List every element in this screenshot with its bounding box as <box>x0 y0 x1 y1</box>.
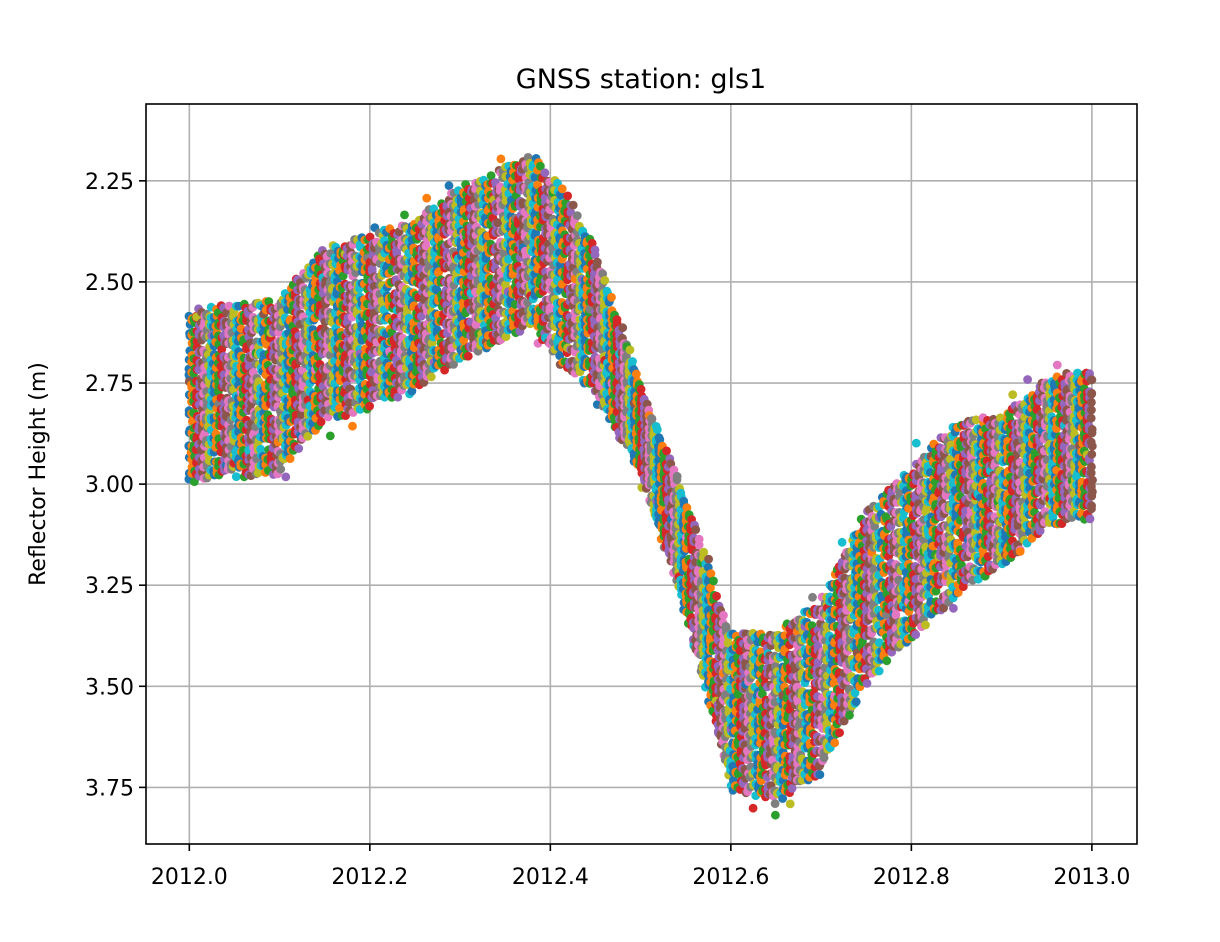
data-point <box>471 320 481 330</box>
data-point <box>231 472 241 481</box>
data-point <box>400 210 409 220</box>
data-point <box>276 464 286 474</box>
data-point <box>393 392 403 402</box>
data-point <box>345 398 354 408</box>
data-point <box>778 794 787 803</box>
data-point <box>294 444 304 453</box>
data-point <box>486 171 496 181</box>
data-point <box>365 401 374 411</box>
data-point <box>771 810 780 820</box>
data-point <box>572 211 582 221</box>
data-point <box>618 323 628 333</box>
data-point <box>540 168 550 178</box>
data-point <box>365 232 375 242</box>
data-point <box>770 799 780 808</box>
data-point <box>694 540 704 550</box>
data-point <box>748 803 758 813</box>
data-point <box>367 367 376 377</box>
data-point <box>367 264 377 274</box>
chart-title: GNSS station: gls1 <box>516 64 766 95</box>
data-point <box>600 276 610 285</box>
data-point <box>444 181 454 191</box>
data-point <box>440 365 449 375</box>
data-point <box>434 268 443 278</box>
data-point <box>281 472 291 482</box>
data-point <box>296 410 306 420</box>
data-point <box>785 799 795 809</box>
data-point <box>416 312 426 321</box>
data-points <box>184 153 1097 820</box>
data-point <box>712 591 721 601</box>
data-point <box>303 431 313 441</box>
data-point <box>426 372 436 382</box>
data-point <box>719 610 728 620</box>
data-point <box>607 292 616 302</box>
data-point <box>625 345 635 355</box>
data-point <box>672 475 682 485</box>
data-point <box>431 284 441 294</box>
data-point <box>568 200 578 210</box>
data-point <box>704 554 713 564</box>
data-point <box>348 421 357 431</box>
data-point <box>407 386 417 396</box>
data-point <box>563 191 573 201</box>
data-point <box>691 525 701 534</box>
data-point <box>652 425 662 434</box>
data-point <box>285 454 295 463</box>
data-point <box>422 193 432 203</box>
data-point <box>463 351 473 361</box>
data-point <box>493 218 503 228</box>
data-point <box>316 417 326 427</box>
data-point <box>496 154 506 164</box>
data-point <box>654 433 664 442</box>
data-point <box>449 360 458 369</box>
data-point <box>325 431 335 441</box>
data-point <box>557 184 567 194</box>
data-point <box>335 403 344 413</box>
data-point <box>421 241 431 251</box>
data-point <box>709 576 718 586</box>
data-point <box>253 468 263 478</box>
data-point <box>662 446 671 456</box>
